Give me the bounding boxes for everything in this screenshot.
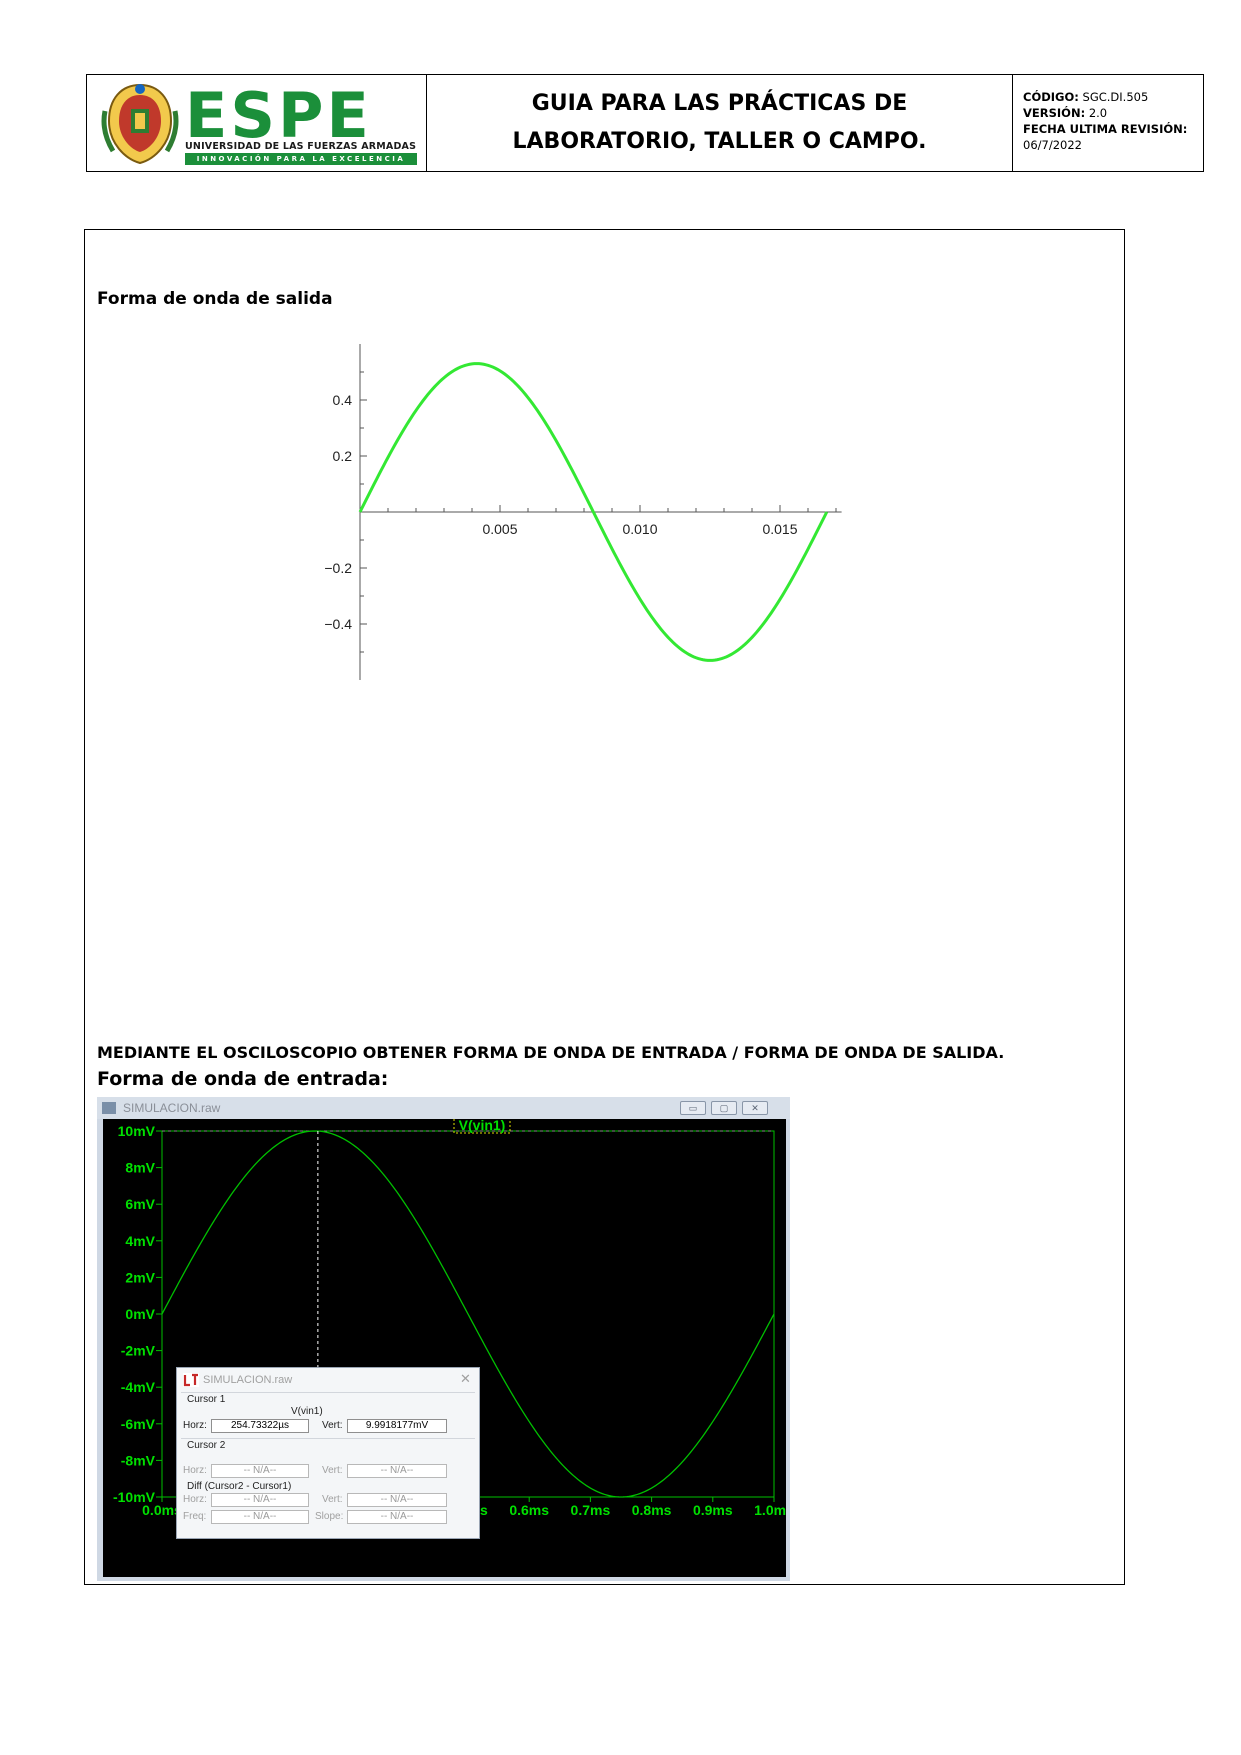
dialog-title: SIMULACION.raw	[203, 1374, 293, 1386]
oscilloscope-instruction: MEDIANTE EL OSCILOSCOPIO OBTENER FORMA D…	[97, 1043, 1005, 1062]
dialog-close-icon[interactable]: ✕	[460, 1371, 471, 1386]
x-tick-label: 0.010	[622, 521, 657, 537]
codigo-label: CÓDIGO:	[1023, 90, 1079, 104]
cursor2-vert-field[interactable]: -- N/A--	[347, 1464, 447, 1478]
output-waveform-chart: 0.005 0.010 0.015 0.4 0.2 −0.2 −0.4	[324, 344, 842, 680]
x-tick-label: 0.005	[482, 521, 517, 537]
y-tick-label: 2mV	[125, 1269, 155, 1285]
cursor1-label: Cursor 1	[187, 1394, 226, 1405]
title-line-1: GUIA PARA LAS PRÁCTICAS DE	[531, 91, 908, 116]
freq-label: Freq:	[183, 1511, 207, 1522]
waveform-app-icon	[102, 1102, 116, 1114]
y-tick-label: -4mV	[121, 1379, 156, 1395]
trace-label-box	[453, 1119, 511, 1134]
cursor1-horz-field[interactable]: 254.73322µs	[211, 1419, 309, 1433]
cursor2-horz-field[interactable]: -- N/A--	[211, 1464, 309, 1478]
fecha-value: 06/7/2022	[1023, 138, 1082, 152]
y-tick-label: 8mV	[125, 1160, 155, 1176]
x-tick-label: 0.8ms	[632, 1502, 672, 1518]
window-title: SIMULACION.raw	[123, 1101, 221, 1115]
university-seal-icon	[101, 83, 179, 165]
cursor2-label: Cursor 2	[187, 1440, 226, 1451]
cursor2-horz-label: Horz:	[183, 1465, 207, 1476]
y-tick-label: −0.4	[324, 616, 352, 632]
document-header: ESPE UNIVERSIDAD DE LAS FUERZAS ARMADAS …	[86, 74, 1204, 172]
y-tick-label: 0mV	[125, 1306, 155, 1322]
y-tick-label: -6mV	[121, 1416, 156, 1432]
diff-vert-label: Vert:	[322, 1494, 343, 1505]
x-tick-label: 0.0ms	[142, 1502, 182, 1518]
trace-label[interactable]: V(vin1)	[459, 1119, 506, 1133]
y-tick-label: 0.2	[333, 448, 353, 464]
window-title-bar[interactable]: SIMULACION.raw ▭ ▢ ✕	[97, 1097, 790, 1119]
y-tick-label: 10mV	[118, 1123, 156, 1139]
cursor1-horz-label: Horz:	[183, 1420, 207, 1431]
diff-label: Diff (Cursor2 - Cursor1)	[187, 1481, 292, 1492]
title-line-2: LABORATORIO, TALLER O CAMPO.	[512, 129, 927, 154]
y-tick-label: 4mV	[125, 1233, 155, 1249]
y-tick-label: -2mV	[121, 1343, 156, 1359]
y-tick-label: -10mV	[113, 1489, 156, 1505]
y-tick-label: 6mV	[125, 1196, 155, 1212]
fecha-label: FECHA ULTIMA REVISIÓN:	[1023, 122, 1188, 136]
fecha-label-row: FECHA ULTIMA REVISIÓN:	[1023, 121, 1193, 137]
chart-ticks: 0.005 0.010 0.015 0.4 0.2 −0.2 −0.4	[324, 371, 837, 653]
x-tick-label: 0.9ms	[693, 1502, 733, 1518]
freq-field[interactable]: -- N/A--	[211, 1510, 309, 1524]
codigo-row: CÓDIGO: SGC.DI.505	[1023, 89, 1193, 105]
diff-horz-field[interactable]: -- N/A--	[211, 1493, 309, 1507]
divider	[181, 1392, 475, 1393]
y-tick-label: 0.4	[333, 392, 353, 408]
document-title: GUIA PARA LAS PRÁCTICAS DE LABORATORIO, …	[427, 75, 1013, 171]
version-value: 2.0	[1088, 106, 1108, 120]
slope-field[interactable]: -- N/A--	[347, 1510, 447, 1524]
version-row: VERSIÓN: 2.0	[1023, 105, 1193, 121]
maximize-button[interactable]: ▢	[711, 1101, 737, 1115]
slope-label: Slope:	[315, 1511, 344, 1522]
version-label: VERSIÓN:	[1023, 106, 1086, 120]
x-tick-label: 0.7ms	[571, 1502, 611, 1518]
output-waveform-heading: Forma de onda de salida	[97, 289, 333, 309]
logo-wordmark: ESPE	[185, 79, 372, 152]
content-frame	[84, 229, 1125, 1585]
input-waveform-heading: Forma de onda de entrada:	[97, 1068, 389, 1090]
divider	[181, 1438, 475, 1439]
codigo-value: SGC.DI.505	[1082, 90, 1149, 104]
ltspice-icon	[183, 1373, 199, 1387]
cursor1-vert-label: Vert:	[322, 1420, 343, 1431]
diff-vert-field[interactable]: -- N/A--	[347, 1493, 447, 1507]
diff-horz-label: Horz:	[183, 1494, 207, 1505]
cursor1-trace-name: V(vin1)	[291, 1406, 323, 1417]
series-line	[358, 362, 829, 662]
y-tick-label: −0.2	[324, 560, 352, 576]
cursor-dialog: SIMULACION.raw ✕ Cursor 1 V(vin1) Horz: …	[176, 1367, 480, 1539]
close-button[interactable]: ✕	[742, 1101, 768, 1115]
cursor1-vert-field[interactable]: 9.9918177mV	[347, 1419, 447, 1433]
logo-university-name: UNIVERSIDAD DE LAS FUERZAS ARMADAS	[185, 141, 417, 152]
university-logo: ESPE UNIVERSIDAD DE LAS FUERZAS ARMADAS …	[87, 75, 427, 171]
x-tick-label: 1.0ms	[754, 1502, 786, 1518]
trace-vin1	[161, 1130, 775, 1498]
chart-axes	[359, 344, 842, 680]
x-tick-label: 0.015	[762, 521, 797, 537]
logo-tagline: INNOVACIÓN PARA LA EXCELENCIA	[185, 153, 417, 165]
minimize-button[interactable]: ▭	[680, 1101, 706, 1115]
y-tick-label: -8mV	[121, 1452, 156, 1468]
document-metadata: CÓDIGO: SGC.DI.505 VERSIÓN: 2.0 FECHA UL…	[1013, 75, 1203, 171]
x-tick-label: 0.6ms	[509, 1502, 549, 1518]
cursor2-vert-label: Vert:	[322, 1465, 343, 1476]
